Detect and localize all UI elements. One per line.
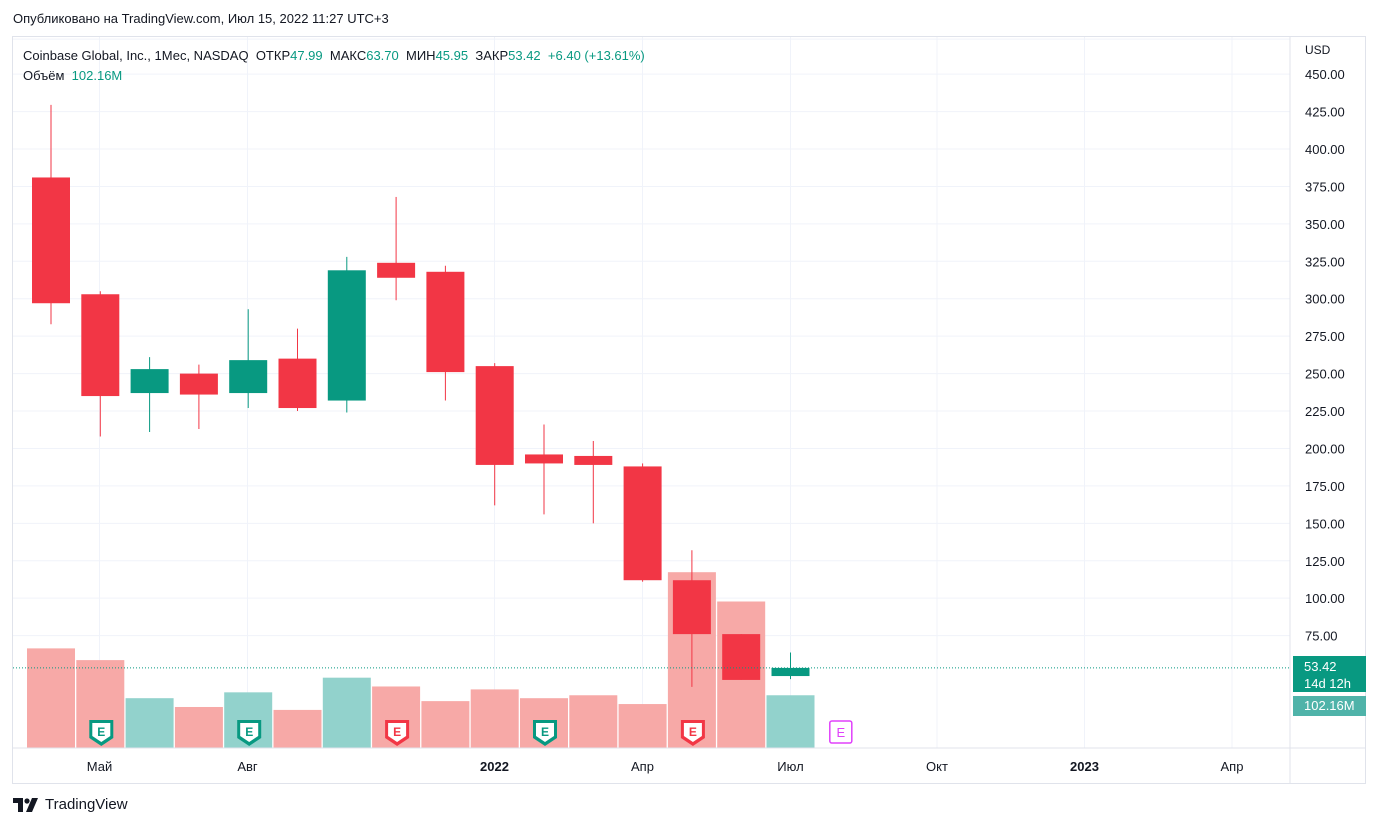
candle-body [475, 366, 514, 465]
y-tick-label: 225.00 [1305, 404, 1345, 419]
candle-body [672, 580, 711, 635]
y-tick-label: 200.00 [1305, 441, 1345, 456]
candle-body [771, 667, 810, 677]
y-tick-label: 450.00 [1305, 67, 1345, 82]
earnings-marker-label: E [97, 725, 105, 739]
earnings-marker-inner [92, 723, 111, 742]
volume-bar [569, 695, 618, 748]
candle-body [327, 270, 366, 401]
earnings-marker-label: E [393, 725, 401, 739]
y-tick-label: 400.00 [1305, 142, 1345, 157]
tradingview-logo-text: TradingView [45, 796, 128, 813]
ohlc-row: Coinbase Global, Inc., 1Мес, NASDAQ ОТКР… [23, 46, 645, 66]
candle-body [722, 634, 761, 680]
x-tick-label: Май [87, 759, 112, 774]
y-tick-label: 75.00 [1305, 629, 1338, 644]
x-tick-label: Апр [631, 759, 654, 774]
low-value: 45.95 [435, 48, 469, 63]
price-chart[interactable]: E E E E E E 75.00 100.00 125.00 150.00 175.00 200.0… [0, 0, 1387, 790]
candle-body [130, 369, 169, 394]
symbol-name[interactable]: Coinbase Global, Inc., 1Мес, NASDAQ [23, 48, 249, 63]
candle-body [377, 262, 416, 278]
currency-label[interactable]: USD [1305, 43, 1331, 57]
candle-body [229, 360, 268, 394]
chart-legend: Coinbase Global, Inc., 1Мес, NASDAQ ОТКР… [23, 46, 645, 86]
close-label: ЗАКР [475, 48, 509, 63]
x-tick-label: Июл [777, 759, 803, 774]
y-tick-label: 425.00 [1305, 105, 1345, 120]
x-tick-label: Авг [237, 759, 258, 774]
volume-bar [421, 701, 470, 748]
volume-bar [125, 698, 174, 748]
chart-area[interactable] [12, 36, 1366, 784]
y-tick-label: 325.00 [1305, 254, 1345, 269]
earnings-marker-label: E [836, 725, 845, 740]
volume-bar [766, 695, 815, 748]
earnings-marker-inner [388, 723, 407, 742]
candle-body [574, 455, 613, 465]
close-value: 53.42 [508, 48, 541, 63]
y-tick-label: 125.00 [1305, 554, 1345, 569]
earnings-marker-label: E [245, 725, 253, 739]
earnings-marker-inner [536, 723, 554, 742]
published-text: Опубликовано на TradingView.com, Июл 15,… [13, 11, 389, 26]
earnings-marker-inner [240, 723, 259, 742]
candle-body [81, 294, 120, 397]
tradingview-logo[interactable]: TradingView [13, 796, 128, 813]
volume-row: Объём 102.16M [23, 66, 645, 86]
earnings-marker-upcoming [829, 720, 853, 744]
volume-bar [618, 704, 667, 748]
volume-label: Объём [23, 68, 65, 83]
last-volume-label: 102.16M [1293, 696, 1366, 716]
volume-value: 102.16M [71, 68, 123, 83]
open-value: 47.99 [290, 48, 323, 63]
last-price-label: 53.42 14d 12h [1293, 656, 1366, 692]
last-price-value: 53.42 [1304, 659, 1337, 674]
volume-bar [174, 706, 223, 748]
y-tick-label: 300.00 [1305, 292, 1345, 307]
low-label: МИН [406, 48, 436, 63]
volume-bar [27, 648, 75, 748]
bar-countdown: 14d 12h [1304, 676, 1351, 691]
tradingview-logo-icon [13, 797, 38, 812]
change-value: +6.40 (+13.61%) [547, 48, 645, 63]
y-tick-label: 175.00 [1305, 479, 1345, 494]
earnings-marker-inner [683, 723, 702, 742]
candle-body [179, 373, 218, 395]
earnings-marker-label: E [689, 725, 697, 739]
high-value: 63.70 [366, 48, 399, 63]
candle-body [525, 454, 563, 464]
volume-bar [273, 709, 322, 748]
candle-body [623, 466, 662, 581]
candle-body [278, 358, 317, 409]
open-label: ОТКР [255, 48, 291, 63]
x-tick-label: 2022 [480, 759, 509, 774]
y-tick-label: 375.00 [1305, 179, 1345, 194]
y-tick-label: 350.00 [1305, 217, 1345, 232]
x-tick-label: 2023 [1070, 759, 1099, 774]
candle-body [32, 177, 70, 304]
y-tick-label: 275.00 [1305, 329, 1345, 344]
high-label: МАКС [329, 48, 367, 63]
volume-bar [322, 677, 371, 748]
x-tick-label: Апр [1221, 759, 1244, 774]
candle-body [426, 271, 465, 373]
y-tick-label: 250.00 [1305, 367, 1345, 382]
earnings-marker-label: E [541, 725, 549, 739]
y-tick-label: 100.00 [1305, 591, 1345, 606]
x-tick-label: Окт [926, 759, 948, 774]
volume-bar [470, 689, 519, 748]
y-tick-label: 150.00 [1305, 516, 1345, 531]
